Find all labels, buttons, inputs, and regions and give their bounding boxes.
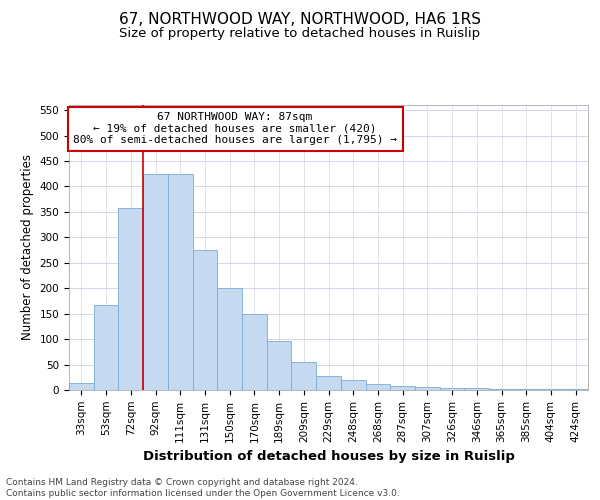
Bar — [415, 388, 440, 390]
Bar — [118, 208, 143, 390]
Bar — [217, 288, 242, 390]
Y-axis label: Number of detached properties: Number of detached properties — [21, 154, 34, 340]
Bar — [316, 376, 341, 390]
Bar — [563, 389, 588, 390]
Bar — [143, 174, 168, 390]
Bar — [292, 362, 316, 390]
Text: Size of property relative to detached houses in Ruislip: Size of property relative to detached ho… — [119, 28, 481, 40]
Bar — [489, 389, 514, 390]
Bar — [514, 389, 539, 390]
Bar — [242, 314, 267, 390]
Bar — [440, 388, 464, 390]
Bar — [464, 388, 489, 390]
Bar — [193, 250, 217, 390]
Text: Contains HM Land Registry data © Crown copyright and database right 2024.
Contai: Contains HM Land Registry data © Crown c… — [6, 478, 400, 498]
Text: 67 NORTHWOOD WAY: 87sqm
← 19% of detached houses are smaller (420)
80% of semi-d: 67 NORTHWOOD WAY: 87sqm ← 19% of detache… — [73, 112, 397, 146]
Bar — [390, 386, 415, 390]
Bar — [168, 174, 193, 390]
Bar — [341, 380, 365, 390]
Bar — [69, 384, 94, 390]
X-axis label: Distribution of detached houses by size in Ruislip: Distribution of detached houses by size … — [143, 450, 514, 463]
Bar — [267, 340, 292, 390]
Bar — [94, 304, 118, 390]
Bar — [365, 384, 390, 390]
Text: 67, NORTHWOOD WAY, NORTHWOOD, HA6 1RS: 67, NORTHWOOD WAY, NORTHWOOD, HA6 1RS — [119, 12, 481, 28]
